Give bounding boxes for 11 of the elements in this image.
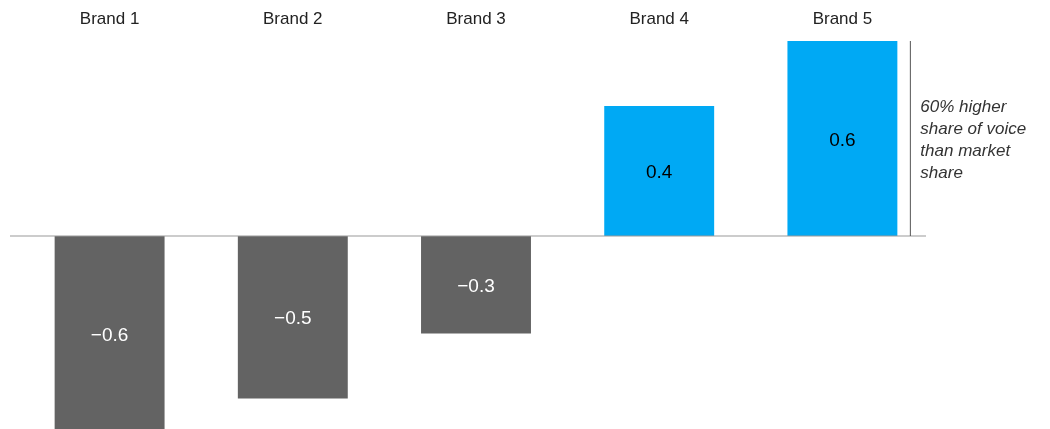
x-tick-label: Brand 1	[79, 9, 140, 28]
data-label: −0.3	[457, 274, 495, 296]
x-tick-label: Brand 4	[629, 9, 689, 28]
data-label: −0.5	[274, 307, 312, 329]
annotation: 60% higher share of voice than market share	[920, 96, 1027, 182]
x-tick-label: Brand 5	[812, 9, 873, 28]
data-label: −0.6	[90, 323, 129, 345]
data-label: 0.4	[645, 161, 673, 182]
data-label: 0.6	[829, 128, 856, 150]
x-tick-label: Brand 3	[446, 9, 506, 28]
x-tick-label: Brand 2	[263, 9, 323, 28]
